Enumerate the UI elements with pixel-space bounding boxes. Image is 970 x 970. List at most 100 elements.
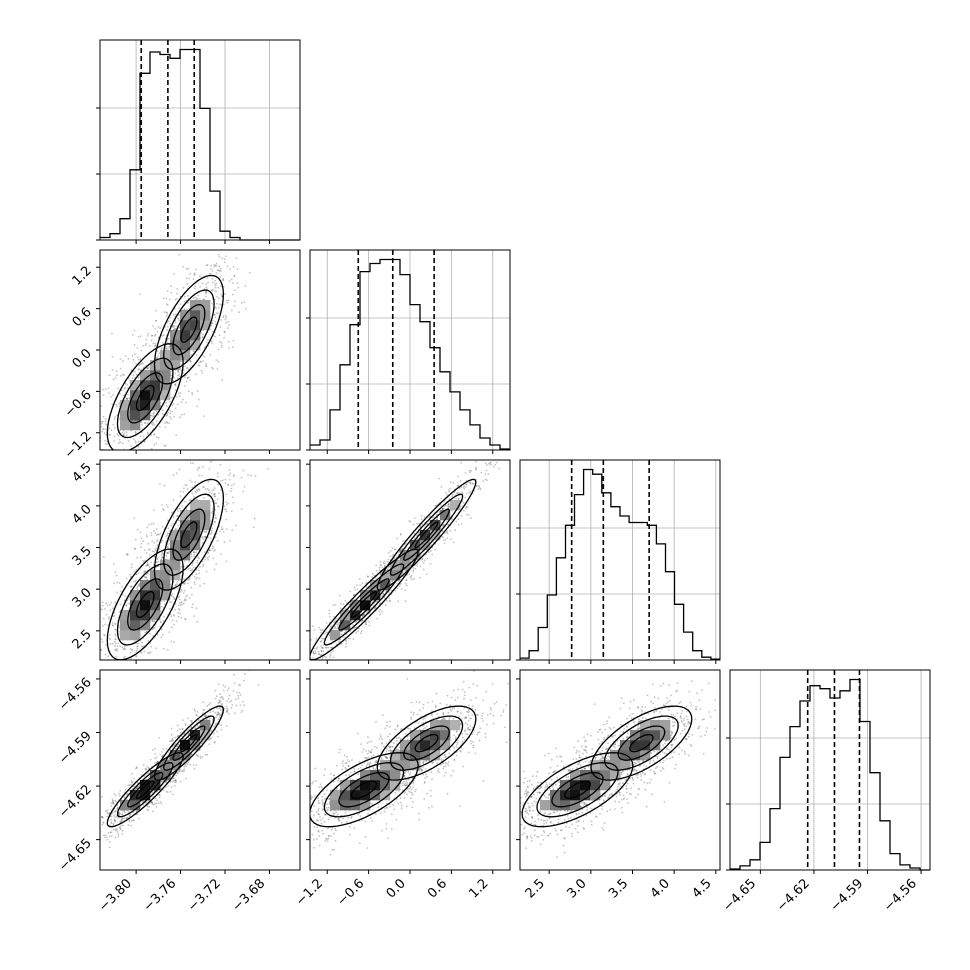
sample-point [212,368,214,370]
sample-point [278,402,280,404]
sample-point [146,367,149,370]
sample-point [217,253,220,256]
sample-point [111,624,114,626]
sample-point [294,679,296,681]
contour-level-0 [153,478,225,591]
sample-point [180,401,183,404]
sample-point [107,683,109,685]
sample-point [154,344,157,347]
sample-point [191,562,194,565]
sample-point [196,489,198,491]
sample-point [457,523,460,526]
sample-point [142,799,145,802]
sample-point [214,711,217,714]
sample-point [142,540,144,543]
sample-point [119,827,122,830]
sample-point [248,247,250,249]
sample-point [217,505,219,508]
sample-point [119,441,122,444]
sample-point [174,298,177,301]
sample-point [112,624,114,627]
sample-point [168,345,171,348]
sample-point [196,490,199,492]
sample-point [148,666,150,668]
sample-point [202,333,204,336]
sample-point [167,543,169,546]
sample-point [186,488,189,490]
sample-point [140,556,142,558]
sample-point [213,283,216,285]
sample-point [333,666,335,668]
sample-point [124,700,126,702]
sample-point [202,298,205,301]
sample-point [191,593,193,596]
sample-point [65,668,67,670]
sample-point [115,370,118,372]
sample-point [323,633,326,635]
sample-point [484,456,486,458]
sample-point [204,488,207,490]
sample-point [243,301,246,304]
sample-point [205,365,208,368]
sample-point [164,541,167,544]
sample-point [278,688,280,690]
sample-point [143,559,146,562]
sample-point [446,493,448,496]
sample-point [238,311,241,314]
sample-point [400,588,403,590]
sample-point [248,410,250,412]
sample-point [174,779,177,781]
sample-point [382,592,385,595]
sample-point [142,675,144,677]
sample-point [120,455,122,457]
sample-point [210,529,213,532]
sample-point [141,431,143,434]
sample-point [360,632,362,635]
sample-point [442,539,445,542]
sample-point [199,566,201,568]
sample-point [245,307,248,310]
sample-point [181,505,184,507]
sample-point [479,487,481,490]
sample-point [182,372,185,374]
sample-point [172,326,174,329]
sample-point [291,676,293,678]
sample-point [62,440,64,442]
sample-point [253,517,256,520]
sample-point [168,316,171,319]
sample-point [170,374,173,377]
sample-point [124,382,127,385]
sample-point [189,479,192,482]
sample-point [97,407,99,409]
sample-point [374,606,377,609]
sample-point [194,490,197,493]
sample-point [293,658,295,660]
sample-point [128,573,131,576]
panel-1-0: −1.2−0.60.00.61.2 [62,247,301,462]
sample-point [106,815,108,818]
sample-point [184,618,187,621]
sample-point [118,633,120,636]
sample-point [135,373,138,376]
sample-point [169,298,171,301]
sample-point [193,350,196,353]
sample-point [362,613,365,616]
sample-point [189,462,192,464]
sample-point [446,504,449,507]
sample-point [179,303,182,306]
sample-point [219,700,222,702]
sample-point [203,715,206,717]
sample-point [143,650,146,653]
density-cell [430,530,441,541]
sample-point [380,564,382,567]
sample-point [174,781,177,784]
sample-point [98,849,100,851]
sample-point [442,524,445,526]
sample-point [165,415,168,417]
sample-point [418,576,421,579]
sample-point [93,629,95,631]
sample-point [180,617,183,619]
sample-point [496,461,498,464]
sample-point [175,434,178,437]
sample-point [379,563,382,566]
